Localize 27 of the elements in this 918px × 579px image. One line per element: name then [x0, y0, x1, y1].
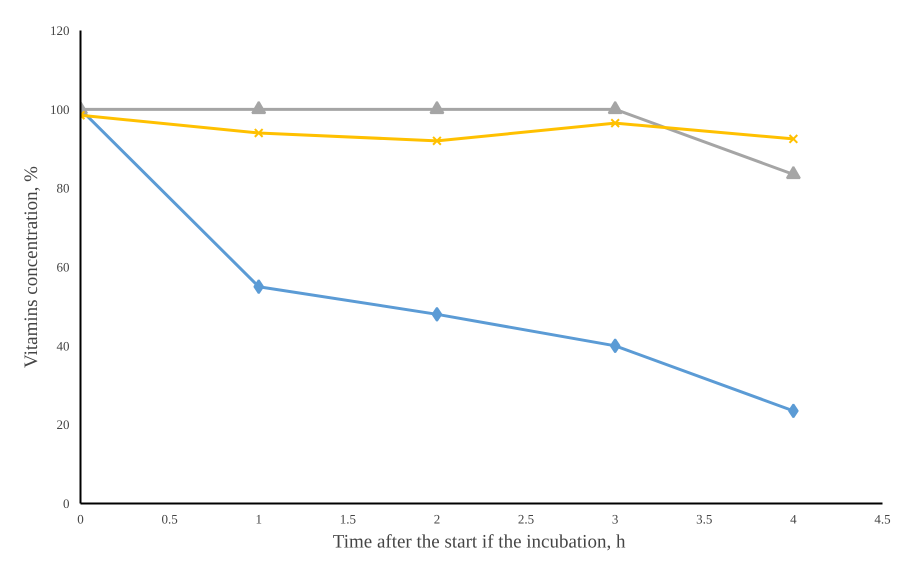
x-tick-label: 4 [790, 512, 798, 526]
y-tick-label: 40 [56, 338, 70, 354]
x-tick-label: 0.5 [161, 512, 178, 526]
y-tick-label: 60 [56, 260, 70, 274]
x-tick-label: 2.5 [518, 512, 534, 526]
y-tick-label: 0 [63, 496, 70, 511]
y-tick-label: 120 [50, 23, 70, 38]
point [432, 306, 442, 322]
x-tick-label: 4.5 [874, 512, 891, 526]
y-tick-label: 20 [56, 417, 70, 432]
y-tick-label: 100 [50, 102, 70, 117]
point [788, 403, 799, 418]
point [253, 279, 264, 294]
x-tick-label: 0 [77, 512, 84, 526]
point [610, 338, 620, 354]
y-tick-label: 80 [56, 180, 70, 196]
point [432, 136, 442, 146]
point [788, 134, 798, 144]
x-tick-label: 1 [255, 512, 262, 526]
x-tick-label: 2 [434, 512, 440, 526]
x-tick-label: 3.5 [696, 512, 712, 526]
point [610, 118, 620, 128]
y-axis-title: Vitamins concentration, % [21, 166, 42, 368]
point [254, 128, 264, 138]
x-tick-label: 3 [612, 512, 618, 526]
x-tick-label: 1.5 [340, 512, 356, 526]
x-axis-title: Time after the start if the incubation, h [332, 532, 626, 552]
